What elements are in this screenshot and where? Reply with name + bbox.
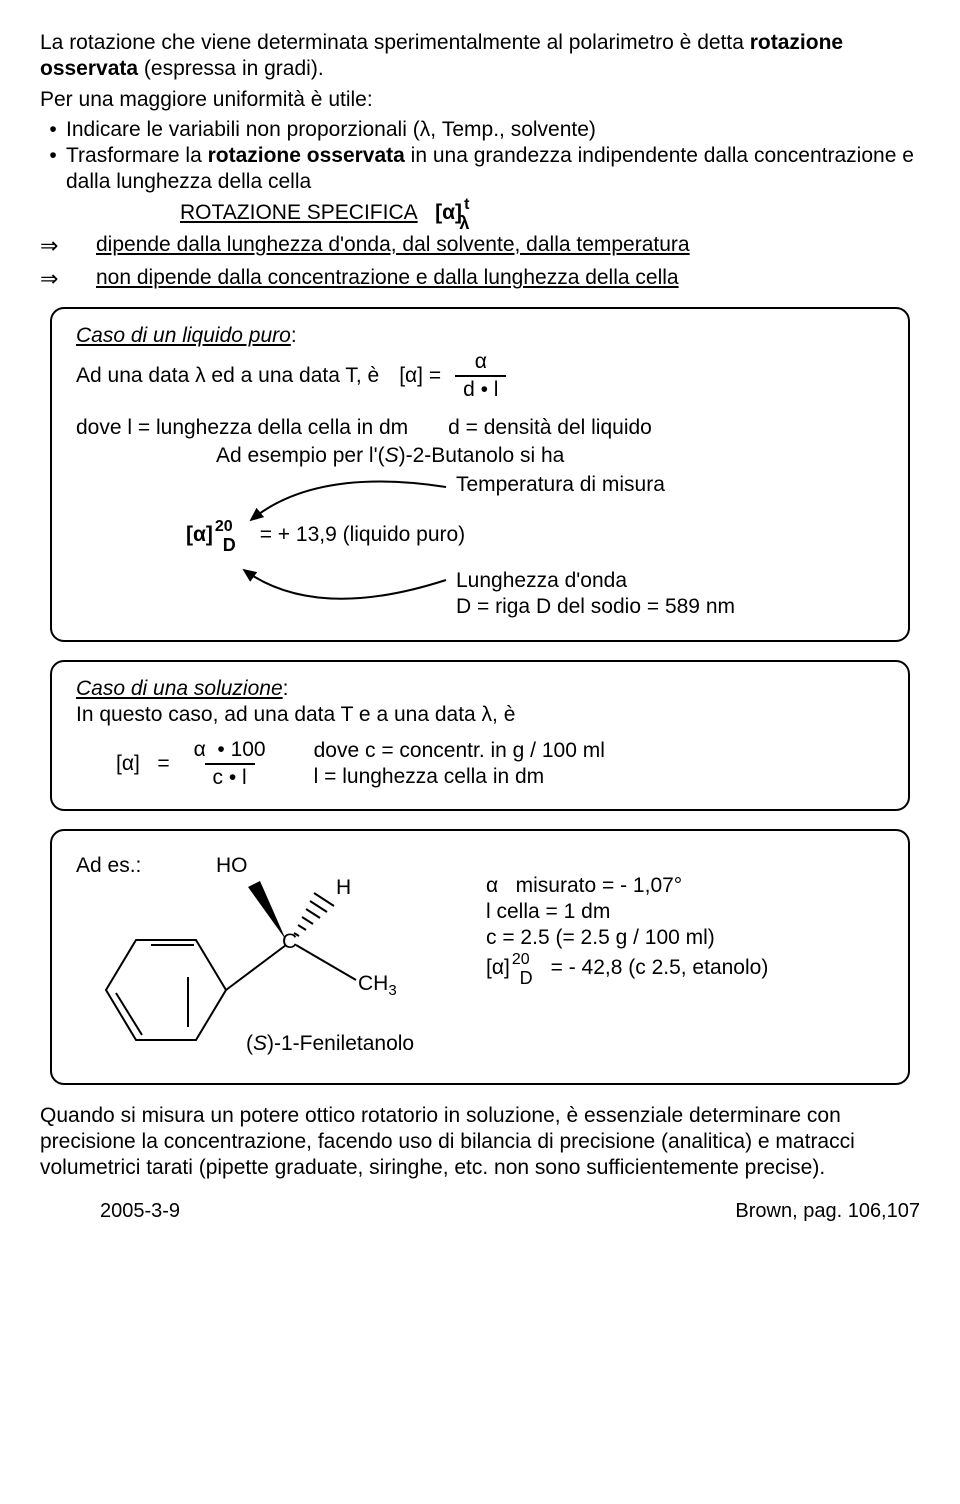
r3: c = 2.5 (= 2.5 g / 100 ml) (486, 925, 884, 951)
l3a: Ad esempio per l'( (216, 444, 385, 467)
alpha-bracket: [α]tλ (435, 200, 469, 226)
fraction: α • 100 c • l (186, 739, 274, 789)
intro-1c: (espressa in gradi). (138, 57, 324, 80)
intro-1a: La rotazione che viene determinata speri… (40, 31, 750, 54)
h-label: H (336, 875, 351, 901)
bullet-1: • Indicare le variabili non proporzional… (40, 117, 920, 143)
alpha-bracket: [α]20D (486, 955, 533, 981)
mnb: )-1-Feniletanolo (267, 1032, 414, 1055)
colon: : (283, 677, 289, 700)
ch3-label: CH3 (358, 971, 397, 1001)
arrow-1-text: dipende dalla lunghezza d'onda, dal solv… (96, 232, 920, 260)
bullet-dot: • (40, 143, 66, 196)
r1: dove c = concentr. in g / 100 ml (314, 738, 605, 764)
intro-2: Per una maggiore uniformità è utile: (40, 87, 920, 113)
temp-label: Temperatura di misura (456, 472, 665, 498)
box-liquido-puro: Caso di un liquido puro: Ad una data λ e… (50, 307, 910, 642)
alpha-bracket: [α]20D (186, 522, 236, 548)
box1-value-row: [α]20D = + 13,9 (liquido puro) (186, 522, 465, 548)
ho-label: HO (216, 853, 248, 879)
closing-paragraph: Quando si misura un potere ottico rotato… (40, 1103, 920, 1182)
box2-title: Caso di una soluzione (76, 677, 283, 700)
sub-lambda: λ (459, 213, 469, 233)
sup20: 20 (215, 518, 233, 535)
l2b: d = densità del liquido (448, 415, 652, 441)
box2-title-row: Caso di una soluzione: (76, 676, 884, 702)
box-soluzione: Caso di una soluzione: In questo caso, a… (50, 660, 910, 811)
frac-num: α (467, 351, 495, 375)
ch3: CH (358, 972, 388, 995)
box2-eq-row: [α] = α • 100 c • l dove c = concentr. i… (76, 738, 884, 791)
d-label: D = riga D del sodio = 589 nm (456, 594, 735, 620)
r2: l cella = 1 dm (486, 899, 884, 925)
box1-line2: dove l = lunghezza della cella in dm d =… (76, 415, 884, 441)
mns: S (253, 1032, 267, 1055)
arrow-row-1: ⇒ dipende dalla lunghezza d'onda, dal so… (40, 232, 920, 260)
subD: D (223, 535, 236, 555)
l3b: )-2-Butanolo si ha (399, 444, 565, 467)
arrow-icon: ⇒ (40, 265, 96, 293)
box2-line1: In questo caso, ad una data T e a una da… (76, 702, 884, 728)
ab: [α] (486, 956, 510, 979)
eq-left: [α] = (399, 363, 441, 389)
fraction: α d • l (455, 351, 506, 401)
r2: l = lunghezza cella in dm (314, 764, 605, 790)
fden: c • l (205, 763, 255, 789)
box1-eq: [α] = α d • l (399, 351, 506, 401)
subD: D (520, 968, 533, 988)
val: = + 13,9 (liquido puro) (260, 522, 465, 548)
bullet-1-text: Indicare le variabili non proporzionali … (66, 117, 920, 143)
box1-line1a: Ad una data λ ed a una data T, è (76, 363, 379, 389)
l2a: dove l = lunghezza della cella in dm (76, 415, 408, 441)
ch3-sub: 3 (388, 982, 396, 999)
box2-eq: [α] = α • 100 c • l (116, 739, 274, 789)
box-example: Ad es.: (50, 829, 910, 1085)
box1-line3: Ad esempio per l'(S)-2-Butanolo si ha (216, 443, 884, 469)
bullet-2-text: Trasformare la rotazione osservata in un… (66, 143, 920, 196)
mna: ( (246, 1032, 253, 1055)
arrow-row-2: ⇒ non dipende dalla concentrazione e dal… (40, 265, 920, 293)
box1-eq-row: Ad una data λ ed a una data T, è [α] = α… (76, 351, 884, 401)
eq-left: [α] = (116, 751, 170, 777)
arrow-2-text: non dipende dalla concentrazione e dalla… (96, 265, 920, 293)
box1-title: Caso di un liquido puro (76, 324, 291, 347)
c-label: C (282, 929, 297, 955)
arrow-icon: ⇒ (40, 232, 96, 260)
sup-t: t (464, 196, 469, 213)
bullet-2: • Trasformare la rotazione osservata in … (40, 143, 920, 196)
l3s: S (385, 444, 399, 467)
box1-title-row: Caso di un liquido puro: (76, 323, 884, 349)
footer: 2005-3-9 Brown, pag. 106,107 (40, 1199, 920, 1224)
mol-name: (S)-1-Feniletanolo (246, 1031, 414, 1057)
footer-right: Brown, pag. 106,107 (735, 1199, 920, 1224)
box2-right: dove c = concentr. in g / 100 ml l = lun… (314, 738, 605, 791)
box3-right: α misurato = - 1,07° l cella = 1 dm c = … (486, 845, 884, 1065)
lambda-label: Lunghezza d'onda (456, 568, 627, 594)
colon: : (291, 324, 297, 347)
box1-diagram: Temperatura di misura [α]20D = + 13,9 (l… (76, 472, 884, 622)
rotspec-label: ROTAZIONE SPECIFICA (180, 201, 418, 224)
r1: α misurato = - 1,07° (486, 873, 884, 899)
rotation-specifica-line: ROTAZIONE SPECIFICA [α]tλ (180, 200, 920, 226)
bullet-dot: • (40, 117, 66, 143)
r4: = - 42,8 (c 2.5, etanolo) (551, 955, 769, 981)
intro-paragraph: La rotazione che viene determinata speri… (40, 30, 920, 83)
fnum: α • 100 (186, 739, 274, 763)
footer-left: 2005-3-9 (100, 1199, 180, 1224)
b2b: rotazione osservata (208, 144, 405, 167)
ab: [α] (186, 523, 213, 546)
b2a: Trasformare la (66, 144, 208, 167)
frac-den: d • l (455, 375, 506, 401)
molecule-panel: Ad es.: (76, 845, 476, 1065)
sup20: 20 (512, 951, 530, 968)
box3-alpha-row: [α]20D = - 42,8 (c 2.5, etanolo) (486, 955, 884, 981)
